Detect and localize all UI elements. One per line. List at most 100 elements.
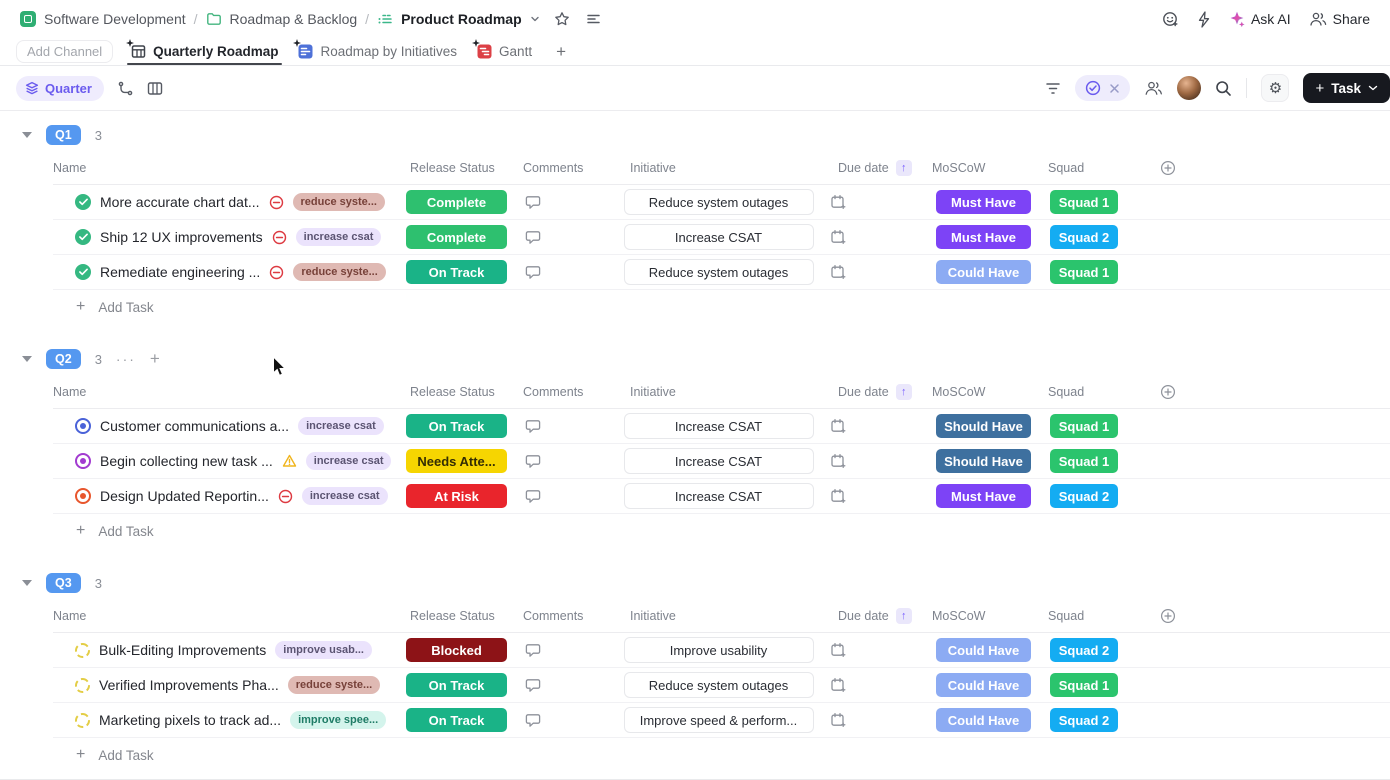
column-header-initiative[interactable]: Initiative <box>630 384 676 399</box>
group-menu-button[interactable]: ··· <box>115 351 136 367</box>
sort-ascending-indicator[interactable]: ↑ <box>895 607 912 624</box>
squad-pill[interactable]: Squad 1 <box>1050 190 1118 214</box>
column-header-release-status[interactable]: Release Status <box>410 608 495 623</box>
squad-pill[interactable]: Squad 2 <box>1050 638 1118 662</box>
tag-pill[interactable]: reduce syste... <box>292 193 385 211</box>
squad-pill[interactable]: Squad 2 <box>1050 484 1118 508</box>
search-icon[interactable] <box>1215 80 1232 97</box>
moscow-pill[interactable]: Should Have <box>936 414 1031 438</box>
ask-ai-button[interactable]: Ask AI <box>1229 11 1291 27</box>
initiative-cell[interactable]: Reduce system outages <box>623 189 814 215</box>
comment-icon[interactable] <box>525 677 541 693</box>
moscow-pill[interactable]: Must Have <box>936 225 1031 249</box>
comment-icon[interactable] <box>525 488 541 504</box>
moscow-pill[interactable]: Should Have <box>936 449 1031 473</box>
new-task-button[interactable]: + Task <box>1303 73 1390 103</box>
comment-icon[interactable] <box>525 264 541 280</box>
automations-bolt-icon[interactable] <box>1197 10 1211 28</box>
tag-pill[interactable]: increase csat <box>295 228 382 246</box>
group-badge[interactable]: Q1 <box>46 125 81 145</box>
task-name[interactable]: Ship 12 UX improvements <box>100 229 263 245</box>
group-collapse-toggle[interactable] <box>22 580 32 586</box>
column-header-initiative[interactable]: Initiative <box>630 160 676 175</box>
column-header-due-date[interactable]: Due date ↑ <box>822 159 925 176</box>
initiative-cell[interactable]: Reduce system outages <box>623 259 814 285</box>
chevron-down-icon[interactable] <box>530 14 540 24</box>
column-header-due-date[interactable]: Due date ↑ <box>822 607 925 624</box>
add-channel-button[interactable]: Add Channel <box>16 40 114 63</box>
share-button[interactable]: Share <box>1309 11 1370 27</box>
initiative-cell[interactable]: Increase CSAT <box>623 483 814 509</box>
favorite-star-icon[interactable] <box>554 11 570 27</box>
status-complete-icon[interactable] <box>75 229 91 245</box>
closed-tasks-filter[interactable] <box>1075 75 1131 101</box>
task-name[interactable]: Design Updated Reportin... <box>100 488 269 504</box>
column-header-initiative[interactable]: Initiative <box>630 608 676 623</box>
squad-pill[interactable]: Squad 1 <box>1050 260 1118 284</box>
status-todo-icon[interactable] <box>75 712 90 728</box>
status-inprogress-icon[interactable] <box>75 418 91 434</box>
comment-icon[interactable] <box>525 194 541 210</box>
add-task-button[interactable]: + Add Task <box>76 522 154 539</box>
group-add-button[interactable]: + <box>149 349 160 368</box>
initiative-cell[interactable]: Improve usability <box>623 637 814 663</box>
user-avatar[interactable] <box>1177 76 1202 100</box>
add-task-button[interactable]: + Add Task <box>76 746 154 763</box>
blocked-flag-icon[interactable] <box>269 265 284 280</box>
breadcrumb-view-name[interactable]: Product Roadmap <box>401 11 522 27</box>
moscow-pill[interactable]: Could Have <box>936 638 1031 662</box>
release-status-pill[interactable]: On Track <box>406 260 507 284</box>
column-header-comments[interactable]: Comments <box>523 160 584 175</box>
task-name[interactable]: Begin collecting new task ... <box>100 453 273 469</box>
column-header-name[interactable]: Name <box>53 160 87 175</box>
settings-gear-button[interactable]: ⚙ <box>1261 74 1290 102</box>
column-header-name[interactable]: Name <box>53 384 87 399</box>
release-status-pill[interactable]: On Track <box>406 673 507 697</box>
view-details-icon[interactable] <box>586 13 601 25</box>
status-todo-icon[interactable] <box>75 677 90 693</box>
breadcrumb-space[interactable]: Software Development <box>44 11 186 27</box>
moscow-pill[interactable]: Could Have <box>936 708 1031 732</box>
add-view-button[interactable]: + <box>556 41 567 61</box>
comment-icon[interactable] <box>525 642 541 658</box>
due-date-calendar-icon[interactable] <box>830 712 846 728</box>
due-date-calendar-icon[interactable] <box>830 264 846 280</box>
group-badge[interactable]: Q2 <box>46 349 81 369</box>
group-badge[interactable]: Q3 <box>46 573 81 593</box>
column-header-squad[interactable]: Squad <box>1048 160 1085 175</box>
sort-ascending-indicator[interactable]: ↑ <box>895 383 912 400</box>
moscow-pill[interactable]: Must Have <box>936 190 1031 214</box>
release-status-pill[interactable]: On Track <box>406 708 507 732</box>
column-header-squad[interactable]: Squad <box>1048 384 1085 399</box>
column-header-moscow[interactable]: MoSCoW <box>932 384 986 399</box>
task-name[interactable]: Customer communications a... <box>100 418 290 434</box>
due-date-calendar-icon[interactable] <box>830 194 846 210</box>
squad-pill[interactable]: Squad 1 <box>1050 414 1118 438</box>
group-by-quarter-button[interactable]: Quarter <box>16 75 104 101</box>
initiative-cell[interactable]: Increase CSAT <box>623 413 814 439</box>
due-date-calendar-icon[interactable] <box>830 677 846 693</box>
columns-icon[interactable] <box>147 81 163 96</box>
group-collapse-toggle[interactable] <box>22 132 32 138</box>
squad-pill[interactable]: Squad 2 <box>1050 708 1118 732</box>
column-header-comments[interactable]: Comments <box>523 608 584 623</box>
task-name[interactable]: Bulk-Editing Improvements <box>99 642 267 658</box>
filter-icon[interactable] <box>1045 82 1061 95</box>
squad-pill[interactable]: Squad 2 <box>1050 225 1118 249</box>
blocked-flag-icon[interactable] <box>272 230 287 245</box>
column-header-release-status[interactable]: Release Status <box>410 160 495 175</box>
blocked-flag-icon[interactable] <box>269 195 284 210</box>
sort-ascending-indicator[interactable]: ↑ <box>895 159 912 176</box>
task-name[interactable]: Verified Improvements Pha... <box>99 677 279 693</box>
tag-pill[interactable]: improve spee... <box>290 711 387 729</box>
squad-pill[interactable]: Squad 1 <box>1050 673 1118 697</box>
task-name[interactable]: Remediate engineering ... <box>100 264 261 280</box>
status-complete-icon[interactable] <box>75 194 91 210</box>
release-status-pill[interactable]: Needs Atte... <box>406 449 507 473</box>
status-inprogress-icon[interactable] <box>75 488 91 504</box>
blocked-flag-icon[interactable] <box>278 489 293 504</box>
breadcrumb-folder[interactable]: Roadmap & Backlog <box>229 11 358 27</box>
task-name[interactable]: More accurate chart dat... <box>100 194 260 210</box>
column-header-due-date[interactable]: Due date ↑ <box>822 383 925 400</box>
column-header-comments[interactable]: Comments <box>523 384 584 399</box>
